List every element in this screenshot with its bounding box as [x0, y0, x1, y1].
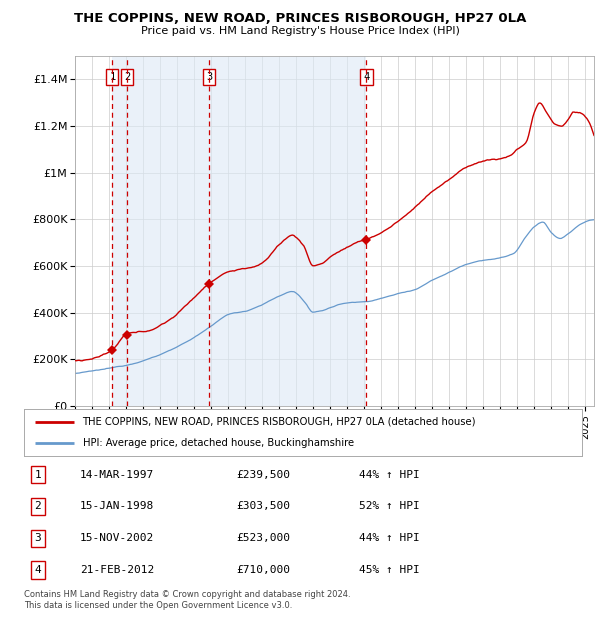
- Text: 14-MAR-1997: 14-MAR-1997: [80, 470, 154, 480]
- Text: £303,500: £303,500: [236, 502, 290, 512]
- Text: THE COPPINS, NEW ROAD, PRINCES RISBOROUGH, HP27 0LA: THE COPPINS, NEW ROAD, PRINCES RISBOROUG…: [74, 12, 526, 25]
- Text: 2: 2: [35, 502, 41, 512]
- Text: 1: 1: [109, 72, 116, 82]
- Text: 4: 4: [35, 565, 41, 575]
- Text: 1: 1: [35, 470, 41, 480]
- Text: 44% ↑ HPI: 44% ↑ HPI: [359, 533, 419, 543]
- Text: £239,500: £239,500: [236, 470, 290, 480]
- Text: 4: 4: [364, 72, 370, 82]
- Text: £523,000: £523,000: [236, 533, 290, 543]
- Text: 15-JAN-1998: 15-JAN-1998: [80, 502, 154, 512]
- Text: 44% ↑ HPI: 44% ↑ HPI: [359, 470, 419, 480]
- Text: 52% ↑ HPI: 52% ↑ HPI: [359, 502, 419, 512]
- Text: Contains HM Land Registry data © Crown copyright and database right 2024.
This d: Contains HM Land Registry data © Crown c…: [24, 590, 350, 609]
- Text: £710,000: £710,000: [236, 565, 290, 575]
- Text: 3: 3: [206, 72, 212, 82]
- Text: 15-NOV-2002: 15-NOV-2002: [80, 533, 154, 543]
- Text: HPI: Average price, detached house, Buckinghamshire: HPI: Average price, detached house, Buck…: [83, 438, 354, 448]
- Text: 2: 2: [124, 72, 130, 82]
- Text: THE COPPINS, NEW ROAD, PRINCES RISBOROUGH, HP27 0LA (detached house): THE COPPINS, NEW ROAD, PRINCES RISBOROUG…: [83, 417, 476, 427]
- Text: Price paid vs. HM Land Registry's House Price Index (HPI): Price paid vs. HM Land Registry's House …: [140, 26, 460, 36]
- Text: 45% ↑ HPI: 45% ↑ HPI: [359, 565, 419, 575]
- Text: 21-FEB-2012: 21-FEB-2012: [80, 565, 154, 575]
- Text: 3: 3: [35, 533, 41, 543]
- Bar: [112, 56, 367, 406]
